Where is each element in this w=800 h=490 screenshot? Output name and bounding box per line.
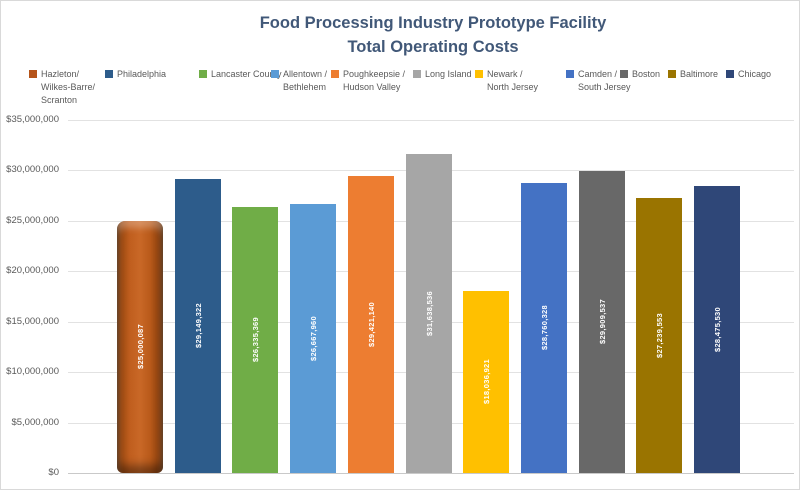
bar-value-label: $31,638,536 xyxy=(424,290,434,336)
bar: $26,667,960 xyxy=(290,204,336,473)
legend-label: Boston xyxy=(632,69,661,79)
legend-label: Philadelphia xyxy=(117,69,167,79)
legend-swatch xyxy=(668,70,676,78)
y-axis-tick-label: $35,000,000 xyxy=(6,114,59,125)
legend-item: Hazleton/Wilkes-Barre/Scranton xyxy=(29,68,95,107)
chart-title: Food Processing Industry Prototype Facil… xyxy=(71,11,795,59)
bar-value-label: $29,909,537 xyxy=(597,299,607,345)
legend-label: Hazleton/Wilkes-Barre/Scranton xyxy=(41,69,96,105)
chart-title-line1: Food Processing Industry Prototype Facil… xyxy=(259,14,607,32)
bar-value-label: $28,760,328 xyxy=(539,305,549,351)
bar-value-label: $26,667,960 xyxy=(308,315,318,361)
y-axis-tick-label: $30,000,000 xyxy=(6,164,59,175)
legend-swatch xyxy=(620,70,628,78)
legend-swatch xyxy=(413,70,421,78)
y-axis-tick-label: $0 xyxy=(48,467,59,478)
legend-item: Poughkeepsie / Hudson Valley xyxy=(331,68,405,94)
bar: $28,475,530 xyxy=(694,186,740,473)
bar-value-label: $25,000,087 xyxy=(135,324,145,370)
bar-value-label: $27,239,553 xyxy=(654,312,664,358)
y-axis-tick-label: $25,000,000 xyxy=(6,215,59,226)
bar: $29,149,322 xyxy=(175,179,221,473)
chart-title-line2: Total Operating Costs xyxy=(347,38,519,56)
bar: $27,239,553 xyxy=(636,198,682,473)
legend-swatch xyxy=(199,70,207,78)
y-axis-tick-label: $15,000,000 xyxy=(6,316,59,327)
x-axis-line xyxy=(68,473,794,474)
legend-item: Chicago xyxy=(726,68,771,81)
legend-label: Newark / North Jersey xyxy=(487,69,539,92)
legend-swatch xyxy=(566,70,574,78)
bar-value-label: $26,335,369 xyxy=(250,317,260,363)
y-axis-tick-label: $20,000,000 xyxy=(6,265,59,276)
bar: $25,000,087 xyxy=(117,221,163,473)
bar-value-label: $29,149,322 xyxy=(193,303,203,349)
legend-item: Lancaster County xyxy=(199,68,282,81)
bar: $31,638,536 xyxy=(406,154,452,473)
legend-label: Baltimore xyxy=(680,69,719,79)
legend-label: Poughkeepsie / Hudson Valley xyxy=(343,69,406,92)
bar-value-label: $29,421,140 xyxy=(366,301,376,347)
legend-swatch xyxy=(331,70,339,78)
y-axis-tick-label: $5,000,000 xyxy=(11,417,59,428)
legend-item: Baltimore xyxy=(668,68,718,81)
legend-label: Camden / South Jersey xyxy=(578,69,631,92)
bar: $26,335,369 xyxy=(232,207,278,473)
legend-label: Long Island xyxy=(425,69,472,79)
bar: $29,909,537 xyxy=(579,171,625,473)
legend-item: Camden / South Jersey xyxy=(566,68,631,94)
legend-swatch xyxy=(29,70,37,78)
legend-item: Boston xyxy=(620,68,660,81)
legend-item: Philadelphia xyxy=(105,68,166,81)
bar: $18,036,921 xyxy=(463,291,509,473)
bar: $28,760,328 xyxy=(521,183,567,473)
legend-swatch xyxy=(271,70,279,78)
legend-swatch xyxy=(105,70,113,78)
y-axis-tick-label: $10,000,000 xyxy=(6,366,59,377)
legend-item: Newark / North Jersey xyxy=(475,68,538,94)
legend-label: Chicago xyxy=(738,69,772,79)
bar-value-label: $18,036,921 xyxy=(481,359,491,405)
legend-swatch xyxy=(475,70,483,78)
bar: $29,421,140 xyxy=(348,176,394,473)
bar-value-label: $28,475,530 xyxy=(712,306,722,352)
legend-item: Long Island xyxy=(413,68,472,81)
legend-item: Allentown / Bethlehem xyxy=(271,68,327,94)
legend-label: Allentown / Bethlehem xyxy=(283,69,328,92)
legend-swatch xyxy=(726,70,734,78)
gridline xyxy=(68,120,794,121)
legend-label: Lancaster County xyxy=(211,69,282,79)
